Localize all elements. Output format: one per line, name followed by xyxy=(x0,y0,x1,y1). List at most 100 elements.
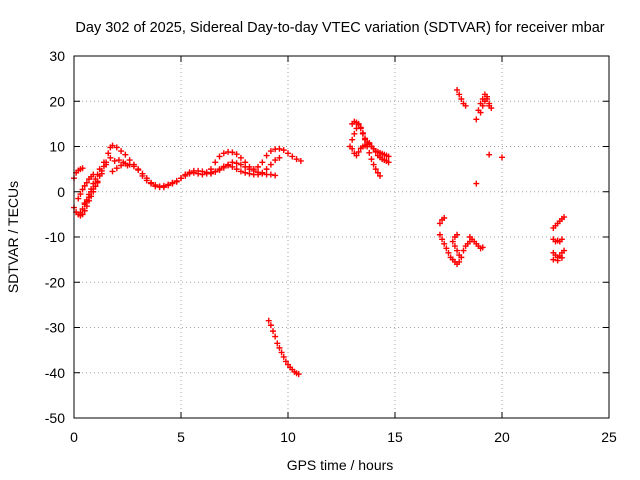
data-point xyxy=(484,95,491,102)
series-trace-q xyxy=(466,234,486,252)
series-trace-i xyxy=(207,154,283,178)
data-point xyxy=(454,231,461,238)
data-point xyxy=(182,172,189,179)
data-point xyxy=(165,181,172,188)
x-tick-label: 20 xyxy=(494,429,510,445)
data-point xyxy=(79,165,86,172)
data-point xyxy=(554,257,561,264)
data-point xyxy=(561,214,568,221)
x-axis-title: GPS time / hours xyxy=(287,457,394,473)
data-point xyxy=(246,170,253,177)
series-trace-g xyxy=(109,145,304,190)
data-point xyxy=(372,148,379,155)
data-point xyxy=(272,157,279,164)
data-point xyxy=(285,150,291,157)
series-trace-d xyxy=(75,171,97,202)
data-point xyxy=(83,198,90,205)
data-point xyxy=(276,145,283,152)
data-point xyxy=(362,136,369,143)
data-point xyxy=(477,109,484,116)
data-point xyxy=(280,147,287,154)
x-tick-label: 15 xyxy=(387,429,403,445)
x-tick-label: 5 xyxy=(177,429,185,445)
data-point xyxy=(83,179,90,186)
data-point xyxy=(445,249,452,256)
data-point xyxy=(377,172,384,179)
data-point xyxy=(486,151,493,158)
data-point xyxy=(242,169,249,176)
series-trace-m xyxy=(349,139,392,166)
data-point xyxy=(289,153,296,160)
data-point xyxy=(278,349,285,356)
data-point xyxy=(178,175,184,182)
data-point xyxy=(293,156,300,163)
y-axis-title: SDTVAR / TECUs xyxy=(5,181,21,293)
data-point xyxy=(366,139,373,146)
data-point xyxy=(436,231,443,238)
data-point xyxy=(372,166,379,173)
data-point xyxy=(359,129,366,136)
data-point xyxy=(267,171,274,178)
data-point xyxy=(79,186,86,193)
data-point xyxy=(77,209,84,216)
data-point xyxy=(122,151,129,158)
data-point xyxy=(456,258,463,265)
data-point xyxy=(479,102,486,109)
data-point xyxy=(115,157,122,164)
data-point xyxy=(479,244,486,251)
data-point xyxy=(276,154,283,161)
data-point xyxy=(263,166,270,173)
data-point xyxy=(75,195,82,202)
data-point xyxy=(216,167,223,174)
data-point xyxy=(357,124,364,131)
data-point xyxy=(282,358,289,365)
y-tick-label: -20 xyxy=(45,274,65,290)
data-point xyxy=(130,163,137,170)
data-point xyxy=(454,86,461,93)
data-point xyxy=(120,159,127,166)
data-points xyxy=(71,86,568,378)
data-point xyxy=(81,182,88,189)
data-point xyxy=(351,130,358,137)
data-point xyxy=(118,162,125,169)
series-trace-e xyxy=(81,179,101,207)
chart-title: Day 302 of 2025, Sidereal Day-to-day VTE… xyxy=(75,20,604,36)
y-tick-label: 20 xyxy=(49,93,65,109)
series-trace-j xyxy=(265,317,302,378)
data-point xyxy=(118,148,125,155)
data-point xyxy=(370,145,377,152)
data-point xyxy=(233,166,240,173)
series-trace-x xyxy=(550,247,568,264)
data-point xyxy=(92,176,99,183)
data-point xyxy=(349,145,356,152)
data-point xyxy=(85,194,92,201)
data-point xyxy=(255,163,262,170)
data-point xyxy=(366,149,373,156)
series-trace-u xyxy=(473,151,505,187)
data-point xyxy=(486,102,493,109)
data-point xyxy=(77,191,84,198)
data-point xyxy=(229,149,236,156)
y-tick-label: -30 xyxy=(45,320,65,336)
data-point xyxy=(111,157,118,164)
data-point xyxy=(107,154,114,161)
data-point xyxy=(186,170,193,177)
data-point xyxy=(456,252,463,259)
data-point xyxy=(233,151,240,158)
x-tick-label: 0 xyxy=(70,429,78,445)
data-point xyxy=(90,171,97,178)
data-point xyxy=(216,153,223,160)
data-point xyxy=(454,247,461,254)
data-point xyxy=(212,168,219,175)
data-point xyxy=(246,163,253,170)
y-tick-label: 30 xyxy=(49,48,65,64)
data-point xyxy=(297,157,304,164)
data-point xyxy=(160,182,167,189)
y-tick-label: -40 xyxy=(45,365,65,381)
data-point xyxy=(473,180,480,187)
data-point xyxy=(263,152,270,159)
y-tick-label: -50 xyxy=(45,410,65,426)
series-trace-w xyxy=(550,236,565,245)
